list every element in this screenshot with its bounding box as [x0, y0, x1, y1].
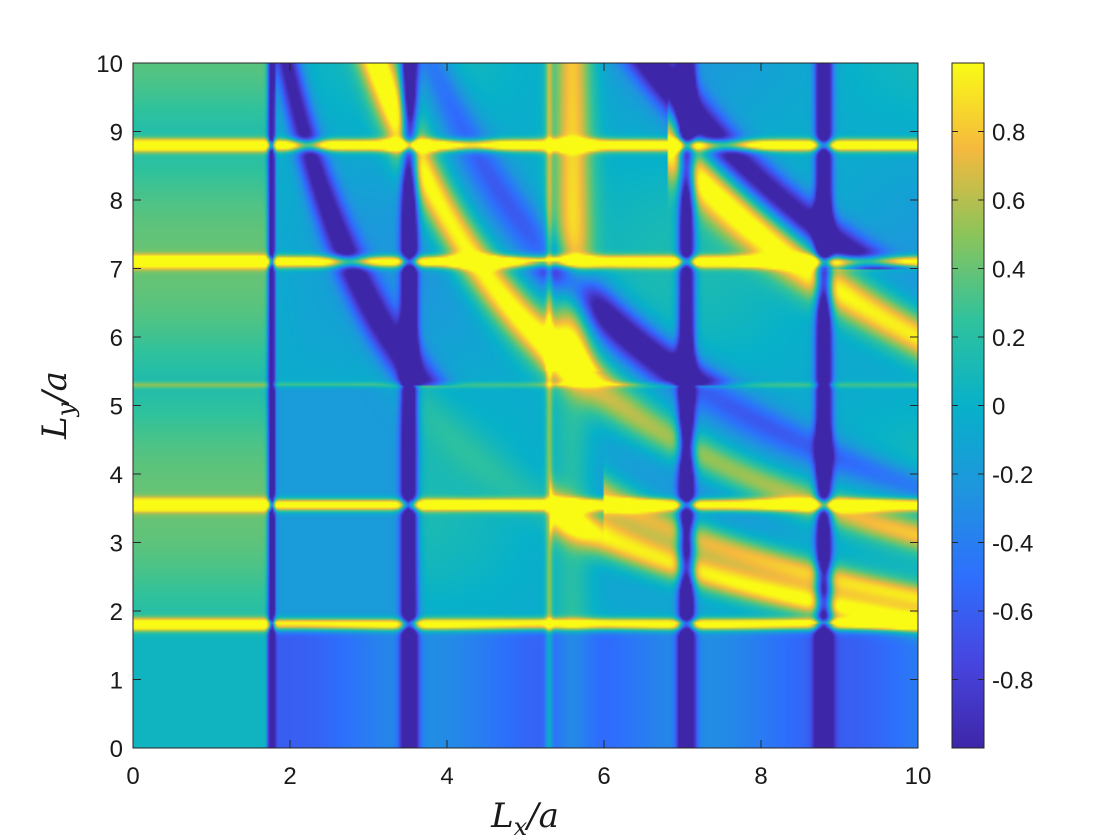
colorbar-tick-label: 0.6 [992, 188, 1025, 215]
colorbar-tick-label: 0.4 [992, 257, 1025, 284]
x-tick-label: 10 [905, 763, 932, 790]
y-tick-label: 1 [110, 668, 123, 695]
colorbar-tick-label: -0.8 [992, 668, 1033, 695]
y-tick-label: 8 [110, 188, 123, 215]
x-axis-ticks: 0 2 4 6 8 10 [126, 63, 931, 790]
x-tick-label: 6 [597, 763, 610, 790]
heatmap-plot-area [132, 62, 919, 749]
y-axis-label: Ly/a [35, 371, 80, 440]
y-axis-label-tail: /a [35, 371, 75, 406]
x-axis-label: Lx/a [490, 796, 559, 840]
colorbar-tick-label: -0.2 [992, 462, 1033, 489]
x-axis-label-sub: x [514, 813, 528, 840]
colorbar-tick-label: 0 [992, 394, 1005, 421]
y-axis-label-sub: y [52, 402, 80, 417]
x-tick-label: 0 [126, 763, 139, 790]
y-tick-label: 5 [110, 394, 123, 421]
heatmap-canvas [133, 63, 918, 748]
colorbar-tick-label: -0.4 [992, 531, 1033, 558]
y-tick-label: 10 [96, 51, 123, 78]
y-tick-label: 7 [110, 257, 123, 284]
y-tick-label: 9 [110, 120, 123, 147]
x-axis-label-tail: /a [524, 796, 559, 836]
colorbar-tick-label: 0.8 [992, 120, 1025, 147]
colorbar-ticks: -0.8 -0.6 -0.4 -0.2 0 0.2 0.4 0.6 0.8 [952, 120, 1033, 695]
y-tick-label: 6 [110, 325, 123, 352]
y-axis-label-base: L [35, 416, 75, 440]
x-tick-label: 2 [283, 763, 296, 790]
y-tick-label: 4 [110, 462, 123, 489]
y-tick-label: 2 [110, 599, 123, 626]
y-tick-label: 3 [110, 531, 123, 558]
colorbar-tick-label: -0.6 [992, 599, 1033, 626]
x-tick-label: 8 [754, 763, 767, 790]
y-tick-label: 0 [110, 736, 123, 763]
x-axis-label-base: L [490, 796, 514, 836]
y-axis-ticks: 0 1 2 3 4 5 6 7 8 9 10 [96, 51, 918, 763]
colorbar: -0.8 -0.6 -0.4 -0.2 0 0.2 0.4 0.6 0.8 [951, 62, 1033, 749]
colorbar-tick-label: 0.2 [992, 325, 1025, 352]
x-tick-label: 4 [440, 763, 453, 790]
